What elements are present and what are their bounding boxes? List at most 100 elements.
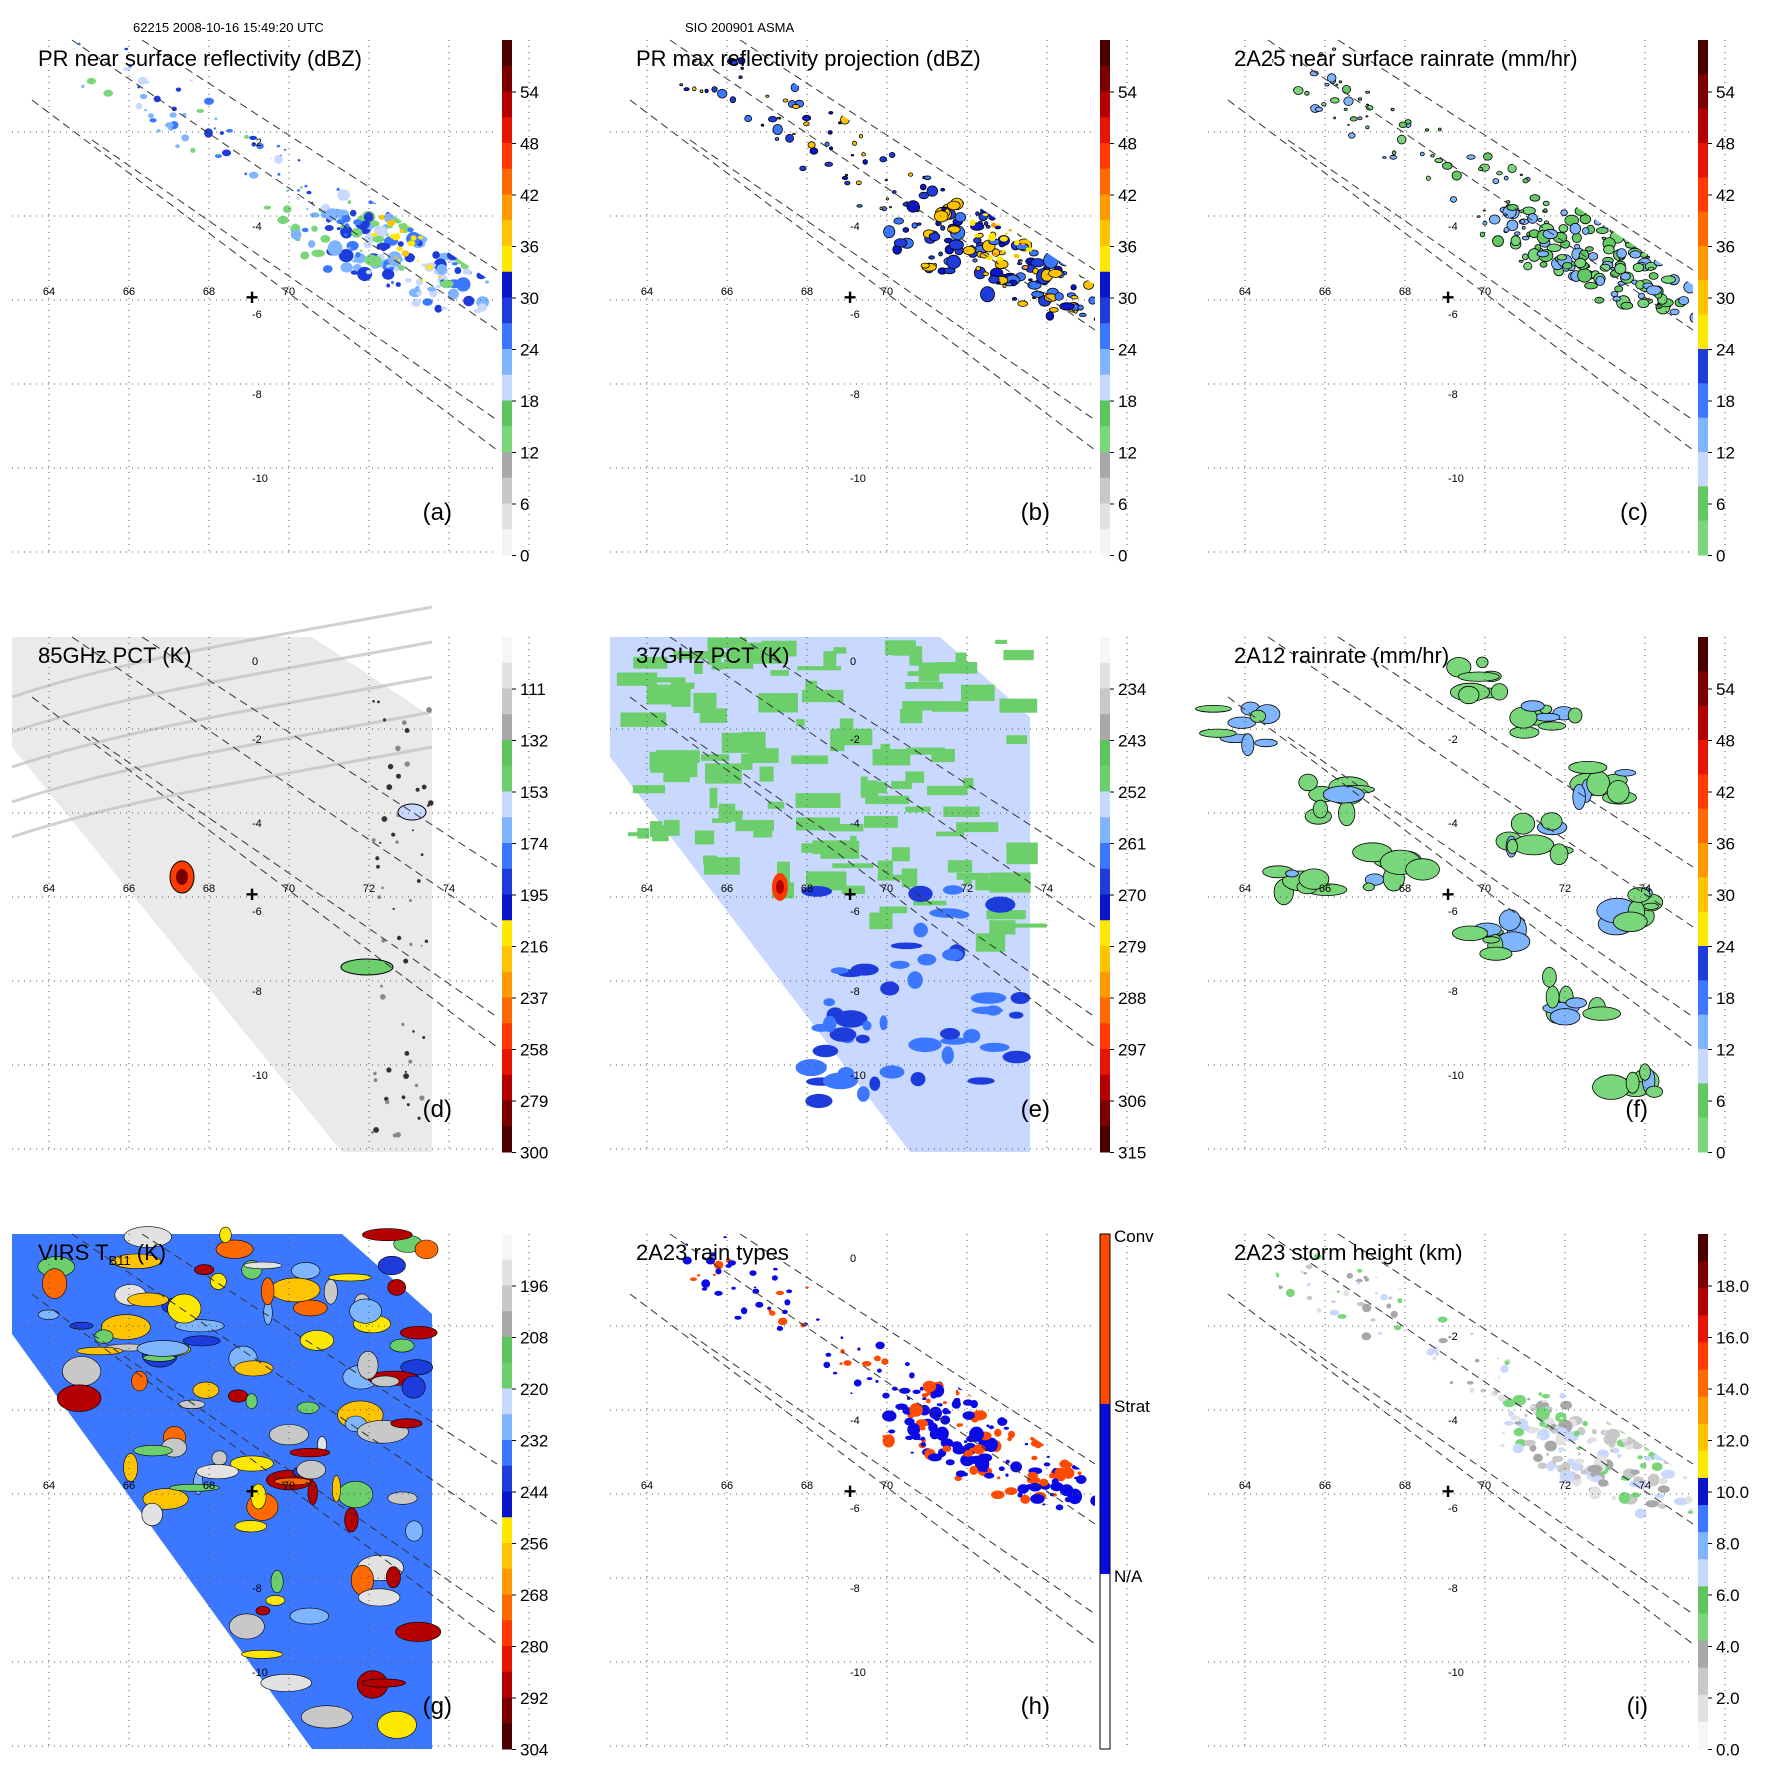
colorbar-segment (1100, 426, 1110, 453)
colorbar-tick-label: 279 (1118, 938, 1146, 957)
colorbar-segment (502, 791, 512, 818)
lon-label: 66 (123, 1480, 135, 1492)
swath-edge-line (1227, 696, 1694, 1048)
colorbar-tick-label: 30 (520, 289, 539, 308)
colorbar-segment (1698, 1640, 1708, 1669)
colorbar-tick-label: 12 (1118, 444, 1137, 463)
case-name-header: SIO 200901 ASMA (685, 20, 795, 35)
lon-label: 64 (43, 883, 55, 895)
lat-label: -8 (1448, 1583, 1458, 1595)
colorbar-tick-label: 48 (1118, 135, 1137, 154)
colorbar-tick-label: 174 (520, 835, 548, 854)
lat-label: -4 (850, 818, 860, 830)
lat-label: -10 (1448, 473, 1464, 485)
colorbar-segment (502, 400, 512, 427)
swath-edge-line (669, 1233, 1096, 1525)
panel-letter: (c) (1620, 499, 1648, 526)
swath-edge-line (1287, 736, 1694, 1018)
lon-label: 72 (1559, 883, 1571, 895)
lon-label: 68 (1399, 286, 1411, 298)
colorbar-tick-label: N/A (1114, 1567, 1143, 1586)
panel-e: 64 66 68 70 72 74 0 -2 -4 -6 -8 -10 +37GHz PCT (K) (e… (610, 636, 1128, 1152)
colorbar-tick-label: 232 (520, 1432, 548, 1451)
colorbar-tick-label: 0 (520, 547, 529, 566)
colorbar-segment (1698, 1369, 1708, 1398)
colorbar-tick-label: 42 (1716, 186, 1735, 205)
colorbar-tick-label: 280 (520, 1638, 548, 1657)
lon-label: 74 (1041, 883, 1053, 895)
colorbar-tick-label: 0.0 (1716, 1741, 1740, 1760)
colorbar-b: 54 48 42 36 30 24 18 12 6 0 (1100, 40, 1137, 566)
colorbar-segment (1100, 971, 1110, 998)
colorbar-segment (1698, 1315, 1708, 1343)
colorbar-segment (502, 1285, 512, 1312)
colorbar-i: 18.0 16.0 14.0 12.0 10.0 8.0 6.0 4.0 2.0 0.0 (1698, 1234, 1749, 1760)
colorbar-tick-label: Strat (1114, 1397, 1150, 1416)
lat-label: 0 (850, 1253, 856, 1265)
colorbar-segment (1100, 1404, 1110, 1574)
panel-a: 64 66 68 70 -2 -4 -6 -8 -10 + PR near surface refl… (12, 39, 530, 555)
colorbar-segment (1698, 1450, 1708, 1479)
panel-h: 64 66 68 70 0 -4 -6 -8 -10 +2A23 rain types (h) (610, 1233, 1128, 1749)
colorbar-segment (502, 374, 512, 401)
colorbar-segment (502, 1620, 512, 1647)
colorbar-segment (1100, 843, 1110, 870)
lon-label: 70 (881, 286, 893, 298)
center-marker-icon: + (1442, 285, 1455, 310)
colorbar-segment (502, 1388, 512, 1415)
colorbar-segment (502, 1723, 512, 1750)
colorbar-segment (1100, 688, 1110, 715)
colorbar-d: 111 132 153 174 195 216 237 258 279 300 (502, 637, 548, 1163)
colorbar-segment (502, 971, 512, 998)
colorbar-tick-label: 14.0 (1716, 1380, 1749, 1399)
lon-label: 66 (123, 883, 135, 895)
swath-edge-line (669, 39, 1096, 331)
colorbar-segment (1698, 1423, 1708, 1452)
lon-label: 66 (1319, 286, 1331, 298)
colorbar-g: 196 208 220 232 244 256 268 280 292 304 (502, 1234, 548, 1760)
colorbar-segment (1698, 486, 1708, 522)
colorbar-segment (502, 1100, 512, 1127)
colorbar-segment (1100, 997, 1110, 1024)
swath-edge-line (739, 1233, 1096, 1465)
lon-label: 72 (1559, 1480, 1571, 1492)
swath-edge-line (629, 1293, 1096, 1645)
lat-label: -4 (1448, 1415, 1458, 1427)
colorbar-segment (502, 843, 512, 870)
colorbar-segment (1100, 323, 1110, 350)
colorbar-tick-label: 196 (520, 1277, 548, 1296)
swath-edge-line (1227, 99, 1694, 451)
colorbar-e: 234 243 252 261 270 279 288 297 306 315 (1100, 637, 1146, 1163)
panel-letter: (e) (1021, 1096, 1050, 1123)
panel-title: 2A23 rain types (636, 1240, 789, 1265)
colorbar-segment (502, 40, 512, 67)
colorbar-tick-label: 300 (520, 1144, 548, 1163)
colorbar-tick-label: 36 (1716, 238, 1735, 257)
colorbar-segment (1100, 1100, 1110, 1127)
colorbar-tick-label: 18.0 (1716, 1277, 1749, 1296)
colorbar-segment (502, 817, 512, 844)
colorbar-segment (502, 1414, 512, 1441)
colorbar-segment (1100, 503, 1110, 530)
lat-label: -6 (850, 309, 860, 321)
colorbar-segment (502, 271, 512, 298)
swath-edge-line (1287, 139, 1694, 421)
colorbar-segment (502, 1337, 512, 1364)
colorbar-tick-label: 48 (1716, 135, 1735, 154)
lon-label: 64 (641, 286, 653, 298)
colorbar-segment (1698, 1117, 1708, 1153)
colorbar-segment (1698, 1613, 1708, 1642)
swath-edge-line (1267, 1233, 1694, 1525)
colorbar-tick-label: 24 (1118, 341, 1137, 360)
colorbar-segment (1100, 194, 1110, 221)
lon-label: 68 (203, 286, 215, 298)
colorbar-tick-label: 216 (520, 938, 548, 957)
colorbar-tick-label: 234 (1118, 680, 1146, 699)
colorbar-tick-label: 54 (1118, 83, 1137, 102)
lat-label: -10 (252, 473, 268, 485)
colorbar-tick-label: 252 (1118, 783, 1146, 802)
colorbar-segment (1100, 349, 1110, 376)
colorbar-segment (502, 529, 512, 556)
panel-letter: (d) (423, 1096, 452, 1123)
colorbar-segment (502, 662, 512, 689)
